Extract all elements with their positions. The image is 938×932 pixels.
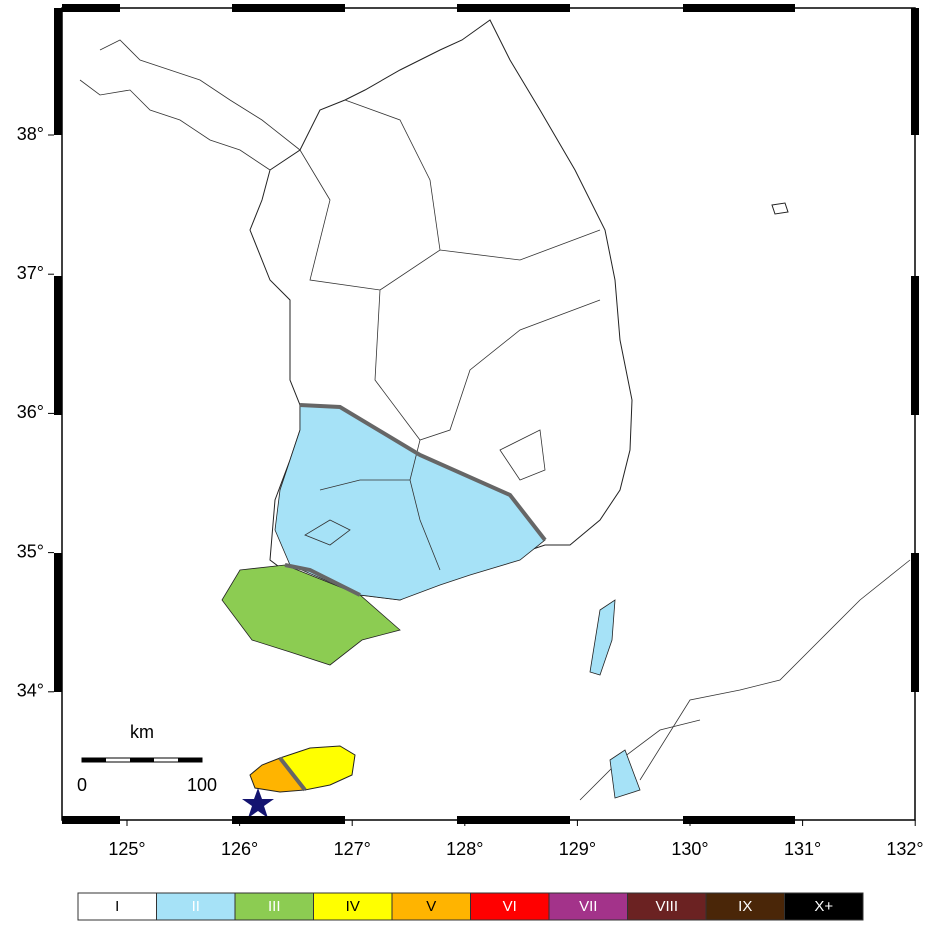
intensity-iii <box>221 564 401 666</box>
legend-label: III <box>268 898 281 915</box>
scale-label: 100 <box>187 775 217 795</box>
frame-ticks <box>54 4 919 824</box>
lat-label: 34° <box>17 681 44 701</box>
intensity-boundary <box>299 403 547 542</box>
legend-swatch <box>156 892 236 921</box>
intensity-ii <box>589 599 641 799</box>
legend-label: X+ <box>814 898 833 915</box>
coast-north <box>79 39 301 171</box>
lat-label: 37° <box>17 263 44 283</box>
lon-label: 131° <box>784 839 821 859</box>
lon-label: 129° <box>559 839 596 859</box>
legend-swatch <box>313 892 393 921</box>
legend-swatch <box>470 892 550 921</box>
scale-bar <box>178 758 202 762</box>
epicenter <box>242 788 274 818</box>
scale-bar <box>130 758 154 762</box>
lat-label: 35° <box>17 541 44 561</box>
intensity-boundary <box>278 756 307 792</box>
lon-label: 130° <box>671 839 708 859</box>
legend-label: VI <box>503 898 517 915</box>
legend-swatch <box>705 892 785 921</box>
intensity-boundary <box>284 563 361 597</box>
lat-label: 36° <box>17 402 44 422</box>
coast-east <box>579 559 911 801</box>
lon-label: 125° <box>108 839 145 859</box>
lon-label: 126° <box>221 839 258 859</box>
legend-swatch <box>548 892 628 921</box>
island <box>771 202 789 215</box>
legend-label: II <box>192 898 200 915</box>
scale-unit: km <box>130 722 154 742</box>
scale-label: 0 <box>77 775 87 795</box>
legend-label: IX <box>738 898 752 915</box>
lat-label: 38° <box>17 124 44 144</box>
lon-label: 128° <box>446 839 483 859</box>
legend-swatch <box>77 892 157 921</box>
province-border <box>299 99 601 571</box>
legend-label: VIII <box>655 898 678 915</box>
legend-swatch <box>784 892 864 921</box>
lon-label: 127° <box>334 839 371 859</box>
legend-label: VII <box>579 898 597 915</box>
lon-label: 132° <box>886 839 923 859</box>
legend-label: I <box>115 898 119 915</box>
legend-label: V <box>426 898 436 915</box>
legend-label: IV <box>346 898 360 915</box>
legend-swatch <box>627 892 707 921</box>
scale-bar <box>82 758 106 762</box>
